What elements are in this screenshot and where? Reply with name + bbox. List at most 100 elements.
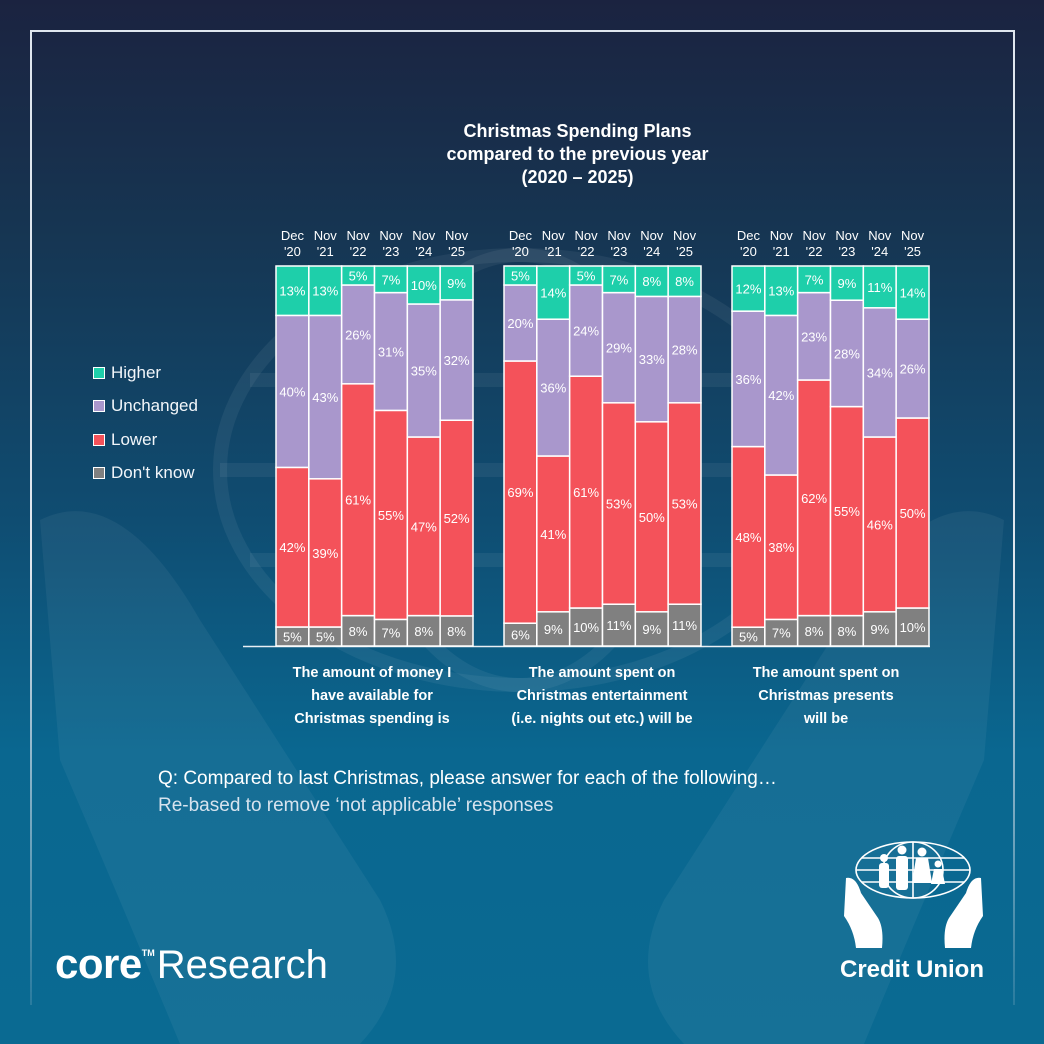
bar-segment-lower xyxy=(308,478,343,628)
data-label: 43% xyxy=(312,390,338,405)
bar-segment-don-t-know xyxy=(406,614,441,647)
legend-label: Lower xyxy=(111,429,158,449)
bar-segment-lower xyxy=(439,419,474,617)
bar-segment-higher xyxy=(731,265,766,312)
bar-segment-don-t-know xyxy=(895,607,930,647)
data-label: 9% xyxy=(544,622,563,637)
data-label: 13% xyxy=(312,284,338,299)
bar-segment-lower xyxy=(829,405,865,617)
bar-segment-unchanged xyxy=(536,318,571,457)
data-label: 9% xyxy=(642,622,661,637)
period-label: Nov '21 xyxy=(770,228,794,259)
data-label: 8% xyxy=(805,624,824,639)
data-label: 42% xyxy=(279,540,305,555)
legend-swatch-lower xyxy=(93,433,105,446)
period-label: Nov '22 xyxy=(347,228,371,259)
data-label: 5% xyxy=(349,269,368,284)
category-label-entertainment: The amount spent on Christmas entertainm… xyxy=(511,665,693,727)
legend-item-dont-know: Don't know xyxy=(93,457,198,491)
data-label: 8% xyxy=(642,274,661,289)
data-label: 7% xyxy=(772,626,791,641)
legend-swatch-dont-know xyxy=(93,467,105,480)
data-label: 55% xyxy=(834,504,860,519)
period-label: Nov '23 xyxy=(835,228,859,259)
data-label: 5% xyxy=(577,269,596,284)
data-label: 38% xyxy=(768,540,794,555)
bar-segment-unchanged xyxy=(406,303,441,438)
data-label: 53% xyxy=(672,497,698,512)
data-label: 62% xyxy=(801,491,827,506)
data-label: 14% xyxy=(900,286,926,301)
chart-title: Christmas Spending Plans compared to the… xyxy=(446,121,709,187)
bar-segment-higher xyxy=(439,265,474,301)
category-label-presents: The amount spent on Christmas presents w… xyxy=(752,665,900,727)
period-label: Dec '20 xyxy=(737,228,761,259)
bar-segment-unchanged xyxy=(667,295,702,404)
data-label: 55% xyxy=(378,508,404,523)
bar-segment-higher xyxy=(373,265,409,294)
period-label: Nov '25 xyxy=(901,228,925,259)
data-label: 7% xyxy=(382,272,401,287)
data-label: 9% xyxy=(870,622,889,637)
data-label: 31% xyxy=(378,345,404,360)
data-label: 61% xyxy=(573,485,599,500)
data-label: 5% xyxy=(739,630,758,645)
data-label: 29% xyxy=(606,341,632,356)
period-label: Nov '25 xyxy=(445,228,469,259)
period-label: Dec '20 xyxy=(281,228,305,259)
data-label: 9% xyxy=(447,276,466,291)
data-label: 9% xyxy=(838,276,857,291)
data-label: 10% xyxy=(411,278,437,293)
bar-segment-don-t-know xyxy=(634,611,669,647)
bar-segment-don-t-know xyxy=(764,618,799,647)
period-label: Nov '21 xyxy=(542,228,566,259)
bar-segment-don-t-know xyxy=(373,618,409,647)
data-label: 69% xyxy=(507,485,533,500)
data-label: 61% xyxy=(345,493,371,508)
rebase-note: Re-based to remove ‘not applicable’ resp… xyxy=(158,795,554,816)
credit-union-logo-icon xyxy=(844,841,983,948)
data-label: 8% xyxy=(414,624,433,639)
period-label: Nov '24 xyxy=(640,228,664,259)
data-label: 11% xyxy=(672,618,697,633)
legend: Higher Unchanged Lower Don't know xyxy=(93,356,198,490)
bar-segment-lower xyxy=(634,421,669,613)
legend-label: Unchanged xyxy=(111,396,198,416)
data-label: 26% xyxy=(345,327,371,342)
bar-segment-unchanged xyxy=(731,310,766,448)
data-label: 20% xyxy=(507,316,533,331)
bar-segment-higher xyxy=(634,265,669,298)
data-label: 5% xyxy=(511,269,530,284)
trademark-mark: TM xyxy=(141,948,155,958)
period-label: Nov '21 xyxy=(314,228,338,259)
core-research-logo: core TM Research xyxy=(55,940,328,988)
bar-segment-unchanged xyxy=(439,299,474,422)
bar-segment-higher xyxy=(895,265,930,320)
data-label: 48% xyxy=(735,530,761,545)
period-label: Nov '22 xyxy=(575,228,599,259)
bar-segment-lower xyxy=(275,466,310,628)
data-label: 40% xyxy=(279,384,305,399)
data-label: 8% xyxy=(447,624,466,639)
period-label: Nov '24 xyxy=(412,228,436,259)
bar-segment-higher xyxy=(275,265,310,317)
data-label: 26% xyxy=(900,362,926,377)
data-label: 47% xyxy=(411,519,437,534)
data-label: 14% xyxy=(540,286,566,301)
data-label: 8% xyxy=(675,274,694,289)
period-label: Nov '22 xyxy=(803,228,827,259)
bar-segment-higher xyxy=(764,265,799,317)
data-label: 10% xyxy=(900,620,926,635)
legend-swatch-unchanged xyxy=(93,400,105,413)
data-label: 23% xyxy=(801,329,827,344)
period-label: Nov '23 xyxy=(607,228,631,259)
data-label: 5% xyxy=(283,630,302,645)
data-label: 7% xyxy=(610,272,629,287)
data-label: 8% xyxy=(838,624,857,639)
legend-item-unchanged: Unchanged xyxy=(93,390,198,424)
bar-segment-lower xyxy=(667,402,702,605)
data-label: 32% xyxy=(444,353,470,368)
legend-swatch-higher xyxy=(93,366,105,379)
bar-segment-higher xyxy=(796,265,832,294)
